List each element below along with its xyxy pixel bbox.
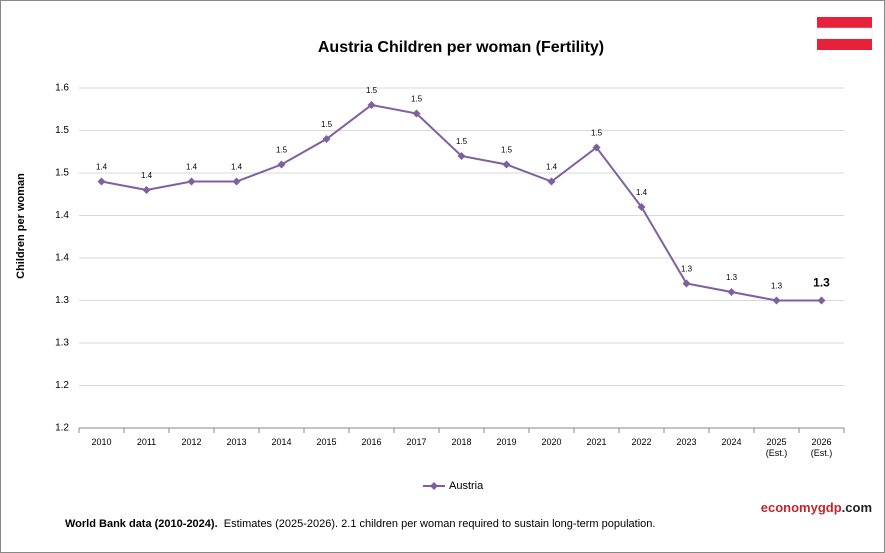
y-tick-label: 1.2 xyxy=(55,380,69,391)
data-point xyxy=(142,186,151,194)
x-tick-label: 2023 xyxy=(676,437,697,447)
y-tick-label: 1.6 xyxy=(55,83,69,94)
x-tick-label: 2010 xyxy=(91,437,112,447)
series-line xyxy=(101,103,822,302)
data-point xyxy=(232,177,241,186)
footer-note: Estimates (2025-2026). 2.1 children per … xyxy=(223,518,656,530)
y-tick-label: 1.2 xyxy=(55,423,69,434)
data-point xyxy=(547,177,556,186)
y-axis-title: Children per woman xyxy=(15,173,27,279)
legend-label: Austria xyxy=(449,480,484,492)
x-tick-label: 2020 xyxy=(541,437,562,447)
data-point xyxy=(97,177,106,186)
data-label: 1.5 xyxy=(411,95,423,104)
data-label: 1.5 xyxy=(366,86,378,95)
x-tick-label: 2025 (Est.) xyxy=(765,437,788,458)
y-tick-label: 1.5 xyxy=(55,168,69,179)
data-point xyxy=(817,296,826,305)
brand-name: economygdp xyxy=(760,500,842,515)
brand-suffix: .com xyxy=(841,500,872,515)
data-label: 1.5 xyxy=(321,120,333,129)
data-label: 1.5 xyxy=(276,146,288,155)
y-tick-label: 1.4 xyxy=(55,253,69,264)
data-point xyxy=(772,296,781,305)
data-point xyxy=(367,101,376,109)
data-point xyxy=(727,288,736,296)
x-tick-label: 2019 xyxy=(496,437,517,447)
data-label: 1.3 xyxy=(813,276,830,290)
data-label: 1.4 xyxy=(141,171,153,180)
data-point xyxy=(457,152,466,160)
x-tick-label: 2014 xyxy=(271,437,292,447)
x-tick-label: 2017 xyxy=(406,437,427,447)
y-tick-label: 1.3 xyxy=(55,295,69,306)
x-tick-label: 2018 xyxy=(451,437,472,447)
y-tick-label: 1.5 xyxy=(55,125,69,136)
chart-title: Austria Children per woman (Fertility) xyxy=(318,39,604,56)
x-tick-label: 2024 xyxy=(721,437,742,447)
data-label: 1.3 xyxy=(771,282,783,291)
data-label: 1.4 xyxy=(231,163,243,172)
flag xyxy=(816,17,873,50)
data-point xyxy=(322,135,331,143)
data-point xyxy=(637,203,646,211)
data-label: 1.3 xyxy=(726,273,738,282)
x-tick-label: 2016 xyxy=(361,437,382,447)
x-tick-label: 2022 xyxy=(631,437,652,447)
x-tick-label: 2015 xyxy=(316,437,337,447)
data-point xyxy=(592,143,601,152)
data-point xyxy=(682,279,691,288)
x-tick-label: 2011 xyxy=(136,437,157,447)
x-tick-label: 2021 xyxy=(586,437,607,447)
data-point xyxy=(187,177,196,186)
x-tick-label: 2026 (Est.) xyxy=(810,437,833,458)
brand: economygdp.com xyxy=(761,500,872,515)
legend-marker xyxy=(430,482,438,490)
data-point xyxy=(412,109,421,118)
data-label: 1.4 xyxy=(546,163,558,172)
x-tick-label: 2012 xyxy=(181,437,202,447)
data-label: 1.3 xyxy=(681,265,693,274)
data-label: 1.4 xyxy=(636,188,648,197)
data-label: 1.5 xyxy=(591,129,603,138)
data-label: 1.5 xyxy=(456,137,468,146)
data-point xyxy=(502,160,511,169)
footer-source: World Bank data (2010-2024). xyxy=(65,518,218,530)
data-point xyxy=(277,160,286,169)
y-tick-label: 1.4 xyxy=(55,210,69,221)
data-label: 1.4 xyxy=(96,163,108,172)
data-label: 1.4 xyxy=(186,163,198,172)
y-tick-label: 1.3 xyxy=(55,338,69,349)
data-label: 1.5 xyxy=(501,146,513,155)
x-tick-label: 2013 xyxy=(226,437,247,447)
footer: World Bank data (2010-2024). Estimates (… xyxy=(65,518,655,530)
